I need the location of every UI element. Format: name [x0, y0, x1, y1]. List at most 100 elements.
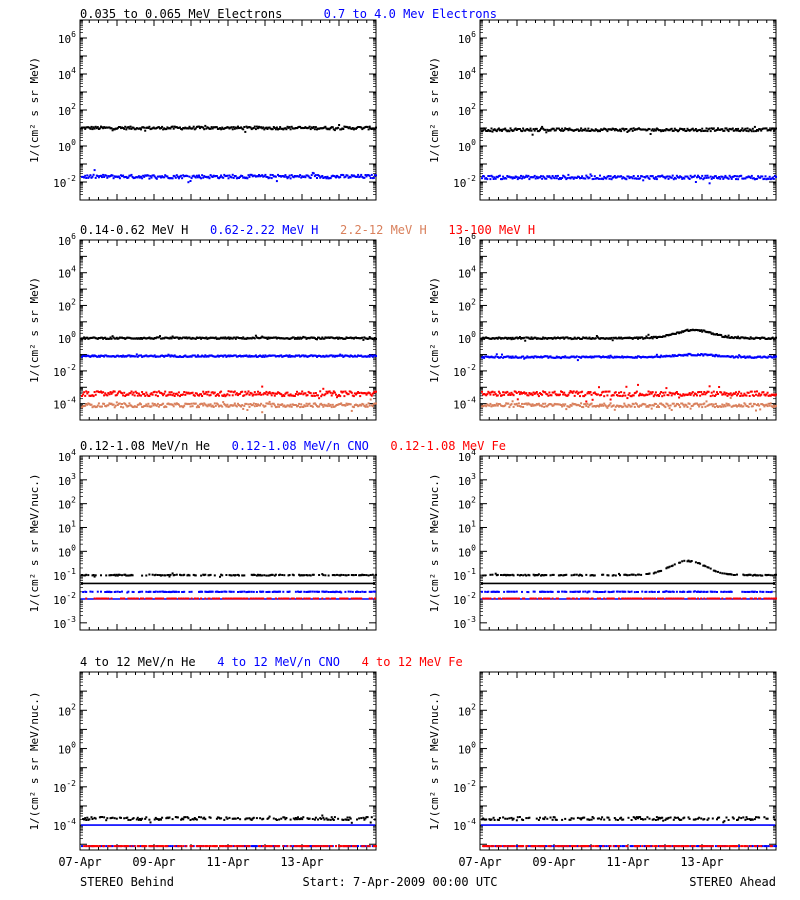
data-point: [160, 176, 162, 179]
data-point: [744, 127, 747, 130]
data-point: [151, 355, 154, 358]
data-point: [155, 355, 158, 358]
data-point: [683, 177, 686, 180]
data-point: [83, 176, 86, 179]
data-point: [751, 405, 754, 408]
data-point: [614, 356, 617, 359]
data-point: [94, 176, 97, 179]
data-point: [732, 175, 735, 178]
data-point: [167, 127, 170, 130]
data-point: [304, 126, 307, 129]
data-point: [130, 127, 133, 130]
data-point: [333, 337, 336, 340]
data-point: [302, 406, 305, 408]
data-point: [163, 392, 166, 395]
data-point: [296, 390, 298, 393]
data-point: [363, 336, 366, 339]
data-point: [557, 127, 560, 130]
data-point: [268, 391, 271, 394]
data-point: [592, 392, 595, 395]
data-point: [232, 126, 235, 129]
data-point: [267, 354, 270, 357]
data-point: [322, 177, 325, 179]
data-point: [207, 175, 210, 178]
data-point: [637, 175, 639, 178]
data-point: [667, 129, 670, 132]
data-point: [128, 174, 131, 177]
data-point: [336, 573, 338, 576]
data-point: [142, 126, 145, 129]
data-point: [96, 597, 99, 600]
data-point: [581, 390, 584, 393]
data-point: [221, 405, 224, 408]
data-point: [271, 391, 274, 394]
data-point: [594, 337, 597, 340]
data-point: [583, 336, 586, 339]
data-point: [210, 590, 213, 593]
data-point: [240, 405, 243, 408]
data-point: [321, 336, 324, 339]
data-point: [308, 337, 311, 340]
data-point: [679, 127, 682, 130]
data-point: [536, 403, 539, 406]
data-point: [743, 392, 746, 395]
data-point: [510, 338, 513, 341]
data-point: [91, 175, 94, 178]
data-point: [601, 177, 604, 180]
data-point: [215, 175, 218, 177]
data-point: [208, 127, 211, 130]
data-point: [331, 403, 334, 406]
data-point: [675, 402, 678, 405]
data-point: [494, 393, 497, 396]
y-tick-label: 10-2: [453, 363, 476, 379]
data-point: [773, 356, 776, 359]
data-point: [688, 178, 691, 180]
data-point: [271, 591, 274, 593]
data-point: [699, 403, 702, 406]
y-tick-label: 102: [458, 297, 476, 313]
data-point: [270, 405, 273, 408]
data-point: [686, 328, 689, 331]
data-point: [737, 404, 740, 407]
data-point: [134, 390, 137, 393]
data-point: [740, 356, 743, 359]
data-point: [94, 125, 97, 128]
data-point: [503, 337, 506, 340]
data-point: [646, 393, 649, 396]
data-point: [654, 176, 657, 179]
data-point: [509, 355, 512, 358]
data-point: [620, 175, 623, 178]
data-point: [251, 394, 254, 397]
data-point: [202, 176, 205, 179]
data-point: [512, 356, 515, 359]
series-black: [481, 125, 777, 136]
data-point: [242, 394, 245, 397]
data-point: [174, 176, 177, 179]
data-point: [524, 392, 527, 395]
data-point: [234, 337, 237, 340]
data-point: [147, 127, 150, 129]
data-point: [542, 175, 545, 178]
data-point: [483, 175, 486, 178]
data-point: [246, 591, 249, 593]
data-point: [248, 405, 251, 408]
data-point: [481, 130, 483, 133]
data-point: [555, 355, 558, 358]
data-point: [646, 405, 649, 407]
data-point: [530, 129, 533, 132]
data-point: [592, 356, 595, 359]
data-point: [746, 127, 749, 130]
data-point: [265, 591, 268, 593]
data-point: [102, 391, 105, 394]
data-point: [250, 590, 253, 593]
data-point: [361, 590, 364, 593]
data-point: [582, 406, 585, 409]
data-point: [665, 387, 668, 390]
data-point: [111, 391, 114, 394]
data-point: [241, 404, 244, 407]
data-point: [364, 405, 367, 408]
data-point: [737, 392, 740, 395]
data-point: [749, 402, 752, 405]
data-point: [485, 355, 488, 358]
data-point: [264, 405, 267, 408]
